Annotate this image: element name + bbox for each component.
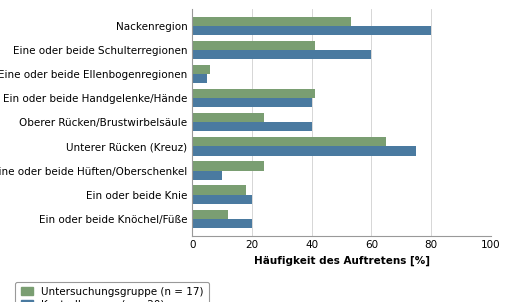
Bar [192, 146, 415, 156]
Bar [192, 41, 314, 50]
X-axis label: Häufigkeit des Auftretens [%]: Häufigkeit des Auftretens [%] [253, 256, 429, 266]
Bar [192, 185, 245, 194]
Bar [192, 161, 264, 171]
Bar [192, 210, 228, 219]
Bar [192, 17, 350, 26]
Bar [192, 26, 430, 35]
Bar [192, 50, 371, 59]
Legend: Untersuchungsgruppe (n = 17), Kontrollgruppe (n = 20): Untersuchungsgruppe (n = 17), Kontrollgr… [15, 281, 209, 302]
Bar [192, 65, 210, 74]
Bar [192, 137, 386, 146]
Bar [192, 219, 251, 228]
Bar [192, 194, 251, 204]
Bar [192, 113, 264, 122]
Bar [192, 74, 207, 83]
Bar [192, 98, 311, 108]
Bar [192, 171, 222, 180]
Bar [192, 89, 314, 98]
Bar [192, 122, 311, 131]
